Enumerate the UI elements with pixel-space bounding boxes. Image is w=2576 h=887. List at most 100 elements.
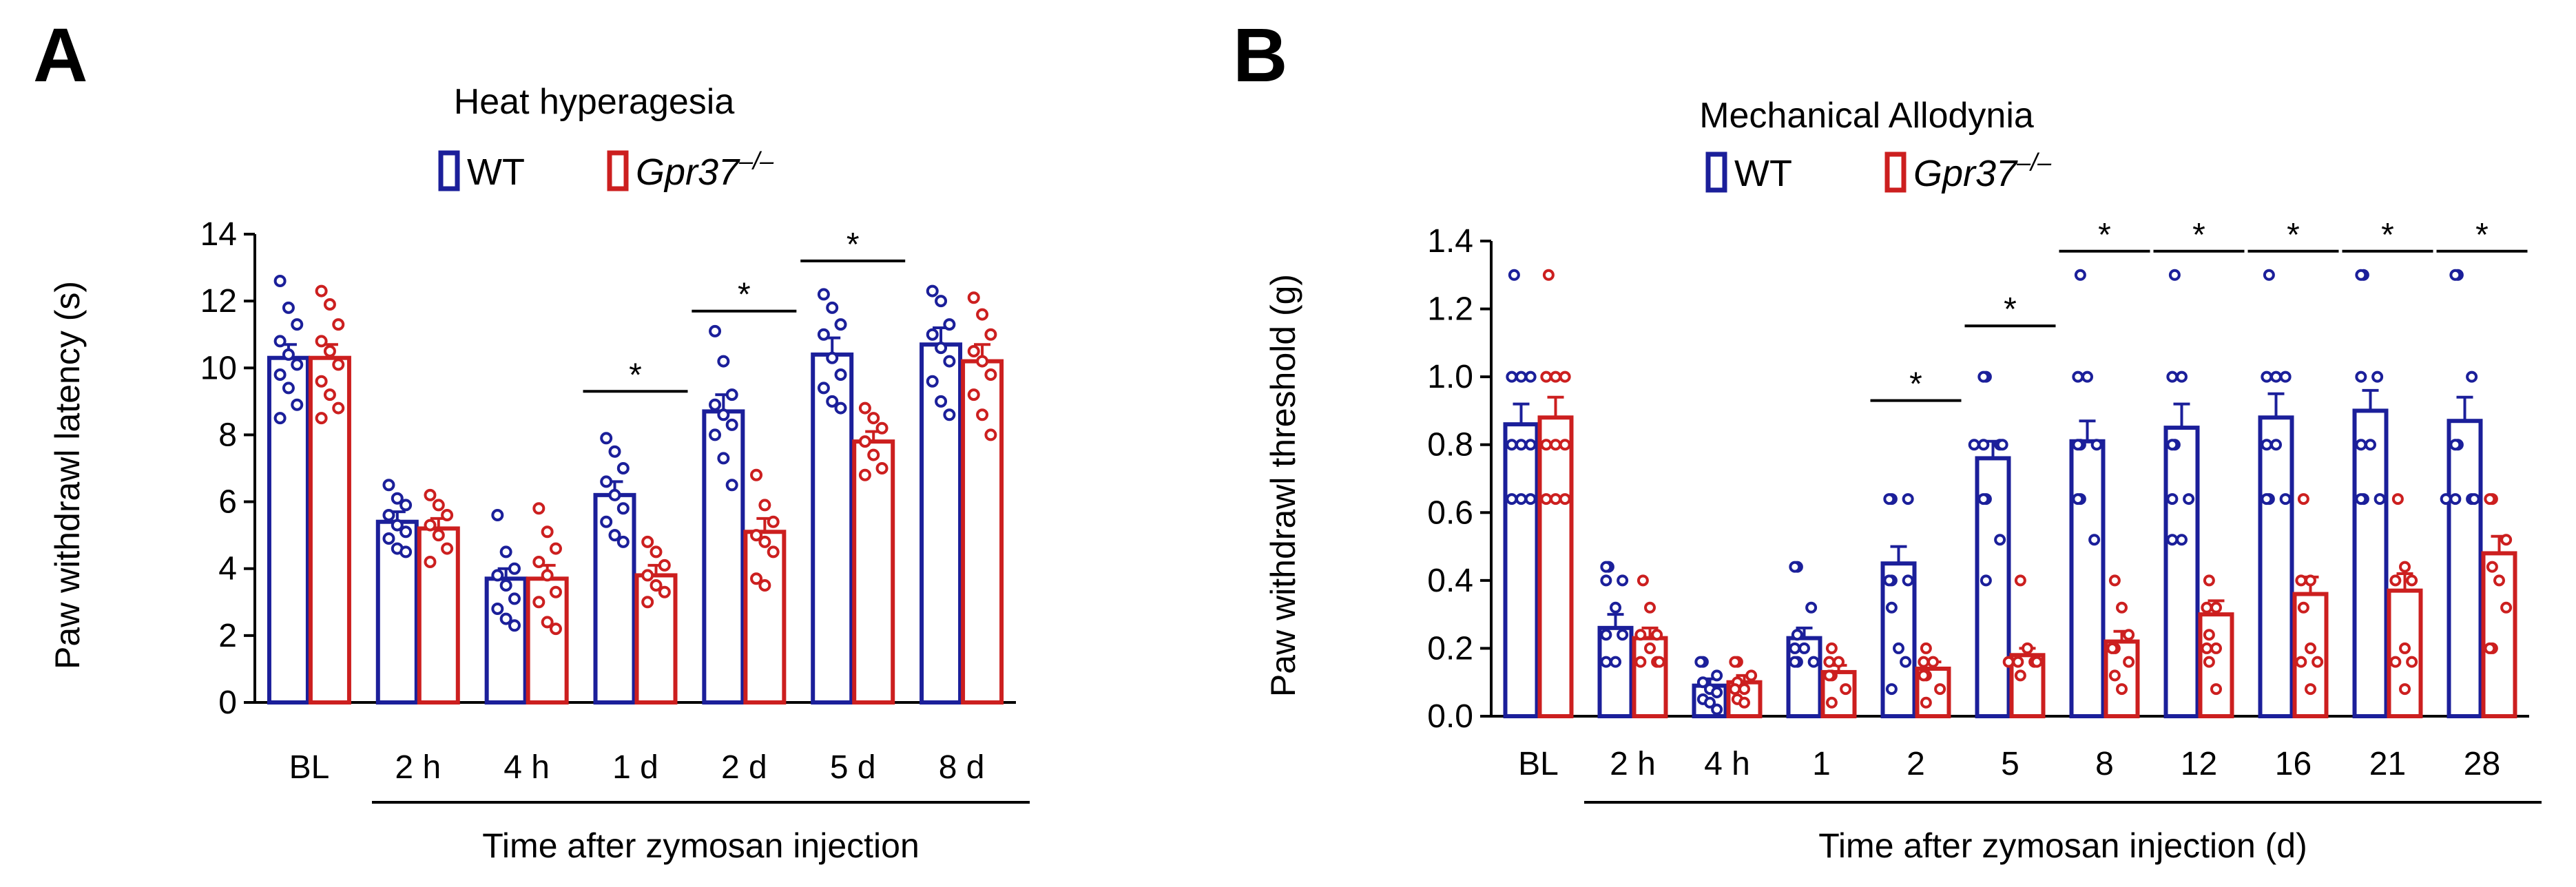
data-point — [291, 358, 304, 371]
data-point — [650, 545, 663, 559]
data-point — [926, 375, 939, 388]
data-point — [750, 529, 763, 542]
data-point — [2072, 493, 2084, 505]
data-point — [541, 569, 554, 582]
significance-star: * — [2098, 217, 2111, 253]
data-point — [725, 479, 738, 492]
data-point — [2261, 371, 2273, 383]
data-point — [641, 569, 654, 582]
data-point — [1550, 371, 1561, 383]
data-point — [2072, 439, 2084, 451]
data-point — [600, 432, 613, 445]
data-point — [549, 542, 562, 555]
data-point — [499, 579, 512, 592]
data-point — [2449, 269, 2462, 281]
data-point — [1524, 493, 1537, 505]
y-tick-label: 8 — [218, 417, 237, 453]
x-tick-label: 21 — [2369, 746, 2406, 782]
data-point — [2295, 656, 2307, 668]
data-point — [2500, 534, 2513, 546]
data-point — [1540, 439, 1552, 451]
data-point — [1840, 683, 1852, 696]
data-point — [2176, 534, 2188, 546]
data-point — [315, 335, 328, 348]
chart-title: Mechanical Allodynia — [1699, 96, 2034, 136]
data-point — [1506, 493, 1518, 505]
data-point — [2166, 371, 2179, 383]
data-point — [600, 515, 613, 528]
data-point — [709, 398, 722, 411]
data-point — [1994, 534, 2006, 546]
data-point — [315, 375, 328, 388]
y-tick-label: 1.0 — [1427, 359, 1473, 395]
x-tick-label: 2 h — [1610, 746, 1656, 782]
data-point — [967, 345, 980, 357]
data-point — [1610, 601, 1621, 614]
data-point — [717, 355, 730, 368]
data-point — [834, 401, 847, 415]
data-point — [1885, 683, 1898, 696]
data-point — [273, 335, 287, 348]
data-point — [875, 462, 889, 474]
data-point — [1789, 561, 1801, 573]
bar — [417, 526, 460, 705]
data-point — [2261, 493, 2273, 505]
data-point — [1996, 439, 2008, 451]
data-point — [1805, 601, 1818, 614]
data-point — [441, 542, 454, 555]
data-point — [935, 395, 948, 408]
data-point — [2270, 371, 2282, 383]
data-point — [1729, 656, 1741, 668]
bar — [2352, 408, 2389, 719]
legend-label-ko: Gpr37–/– — [1913, 148, 2052, 194]
data-point — [1738, 696, 1750, 709]
data-point — [725, 388, 738, 401]
data-point — [976, 355, 989, 368]
data-point — [1825, 696, 1838, 709]
data-point — [2466, 371, 2478, 383]
x-tick-label: 8 — [2095, 746, 2114, 782]
data-point — [1559, 439, 1571, 451]
data-point — [1977, 493, 1990, 505]
data-point — [532, 596, 546, 609]
bar — [1975, 456, 2011, 719]
data-point — [2176, 371, 2188, 383]
data-point — [399, 525, 413, 539]
data-point — [2486, 561, 2498, 573]
data-point — [1833, 656, 1845, 668]
data-point — [1515, 371, 1527, 383]
data-point — [273, 412, 287, 425]
data-point — [2166, 439, 2179, 451]
data-point — [2201, 601, 2213, 614]
data-point — [1540, 493, 1552, 505]
data-point — [858, 401, 871, 415]
data-point — [2493, 574, 2505, 587]
data-point — [382, 532, 395, 545]
data-point — [1927, 656, 1939, 668]
data-point — [315, 412, 328, 425]
data-point — [1977, 439, 1990, 451]
bar — [2258, 415, 2294, 718]
data-point — [1934, 683, 1946, 696]
data-point — [508, 619, 521, 632]
data-point — [1617, 629, 1629, 641]
data-point — [391, 519, 404, 532]
data-point — [508, 562, 521, 575]
data-point — [1559, 371, 1571, 383]
data-point — [2108, 669, 2121, 682]
data-point — [2090, 439, 2103, 451]
bar — [1726, 680, 1763, 719]
data-point — [943, 318, 956, 331]
data-point — [1540, 371, 1552, 383]
data-point — [1644, 642, 1656, 654]
data-point — [935, 295, 948, 308]
data-point — [984, 428, 997, 441]
data-point — [867, 448, 880, 461]
data-point — [1918, 656, 1930, 668]
data-point — [2203, 656, 2215, 668]
data-point — [532, 502, 546, 515]
x-tick-label: 8 d — [939, 749, 985, 786]
data-point — [2261, 439, 2273, 451]
data-point — [432, 499, 445, 512]
data-point — [2468, 493, 2480, 505]
